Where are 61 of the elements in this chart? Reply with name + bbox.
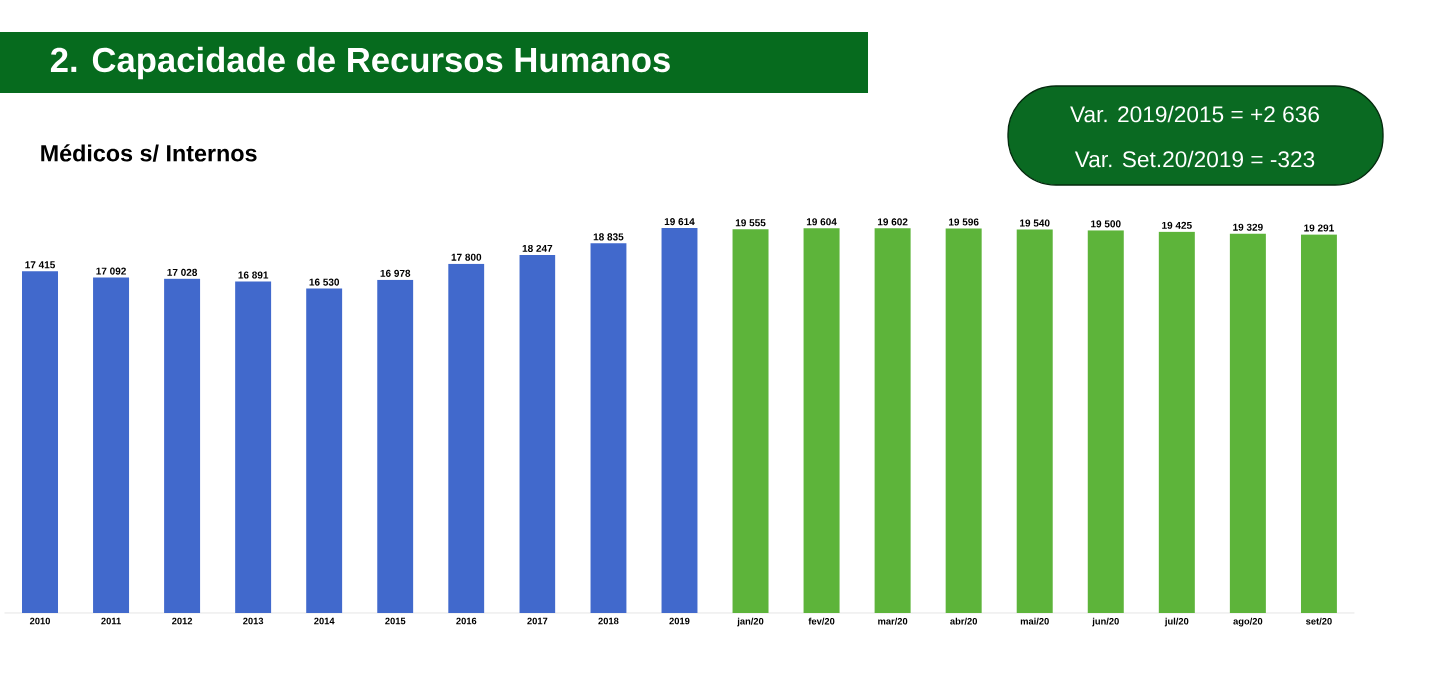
text: Var. 2019/2015 = +2 636 xyxy=(1070,105,1319,123)
bar xyxy=(164,278,201,613)
bar xyxy=(590,243,627,613)
bar xyxy=(93,277,130,613)
bar xyxy=(1016,229,1053,613)
x-tick-label: fev/20 xyxy=(808,617,835,625)
data-label: 17 028 xyxy=(167,268,198,276)
data-label: 16 978 xyxy=(380,269,411,277)
data-label: 18 247 xyxy=(522,244,553,252)
bar xyxy=(945,228,982,613)
chart-title: 2. Capacidade de Recursos Humanos xyxy=(50,46,670,80)
bar xyxy=(448,263,485,613)
x-tick-label: jul/20 xyxy=(1164,617,1189,627)
data-label: 19 291 xyxy=(1304,224,1334,232)
x-tick-label: 2015 xyxy=(385,617,406,625)
x-tick-label: 2019 xyxy=(669,617,690,625)
data-label: 19 614 xyxy=(664,218,695,226)
bar xyxy=(1087,230,1124,613)
bar xyxy=(1300,234,1337,613)
x-tick-label: 2011 xyxy=(101,617,121,625)
data-label: 19 425 xyxy=(1162,221,1192,229)
x-tick-label: 2013 xyxy=(243,617,264,625)
chart-subtitle: Médicos s/ Internos xyxy=(41,144,257,162)
bar xyxy=(519,254,556,613)
bar xyxy=(732,229,769,613)
data-label: 19 500 xyxy=(1091,220,1121,228)
x-tick-label: jan/20 xyxy=(737,617,764,627)
bar xyxy=(803,228,840,613)
x-tick-label: 2016 xyxy=(456,617,477,625)
bar xyxy=(874,228,911,613)
x-tick-label: ago/20 xyxy=(1233,617,1263,627)
x-tick-label: mar/20 xyxy=(878,617,908,625)
x-tick-label: 2018 xyxy=(598,617,619,625)
bar xyxy=(306,288,343,613)
bar xyxy=(1158,231,1195,613)
data-label: 19 329 xyxy=(1233,223,1263,231)
x-tick-label: 2012 xyxy=(172,617,193,625)
bar xyxy=(377,279,414,613)
x-tick-label: mai/20 xyxy=(1020,617,1049,625)
text: Var. Set.20/2019 = -323 xyxy=(1074,150,1315,168)
bar xyxy=(235,281,272,613)
data-label: 17 800 xyxy=(451,253,482,261)
data-label: 19 604 xyxy=(806,218,837,226)
x-tick-label: abr/20 xyxy=(950,617,978,625)
data-label: 16 891 xyxy=(238,271,269,279)
bar xyxy=(22,271,58,613)
data-label: 17 415 xyxy=(25,261,56,269)
x-tick-label: set/20 xyxy=(1306,617,1332,625)
data-label: 19 602 xyxy=(877,218,908,226)
bar xyxy=(1229,233,1266,613)
data-label: 16 530 xyxy=(309,278,340,286)
x-tick-label: 2017 xyxy=(527,617,548,625)
x-tick-label: 2010 xyxy=(29,617,50,625)
data-label: 18 835 xyxy=(593,233,624,241)
data-label: 17 092 xyxy=(96,267,126,275)
data-label: 19 555 xyxy=(735,219,766,227)
data-label: 19 596 xyxy=(949,218,979,226)
bar xyxy=(661,228,698,613)
data-label: 19 540 xyxy=(1020,219,1050,227)
x-tick-label: jun/20 xyxy=(1092,617,1119,627)
x-tick-label: 2014 xyxy=(314,617,335,625)
